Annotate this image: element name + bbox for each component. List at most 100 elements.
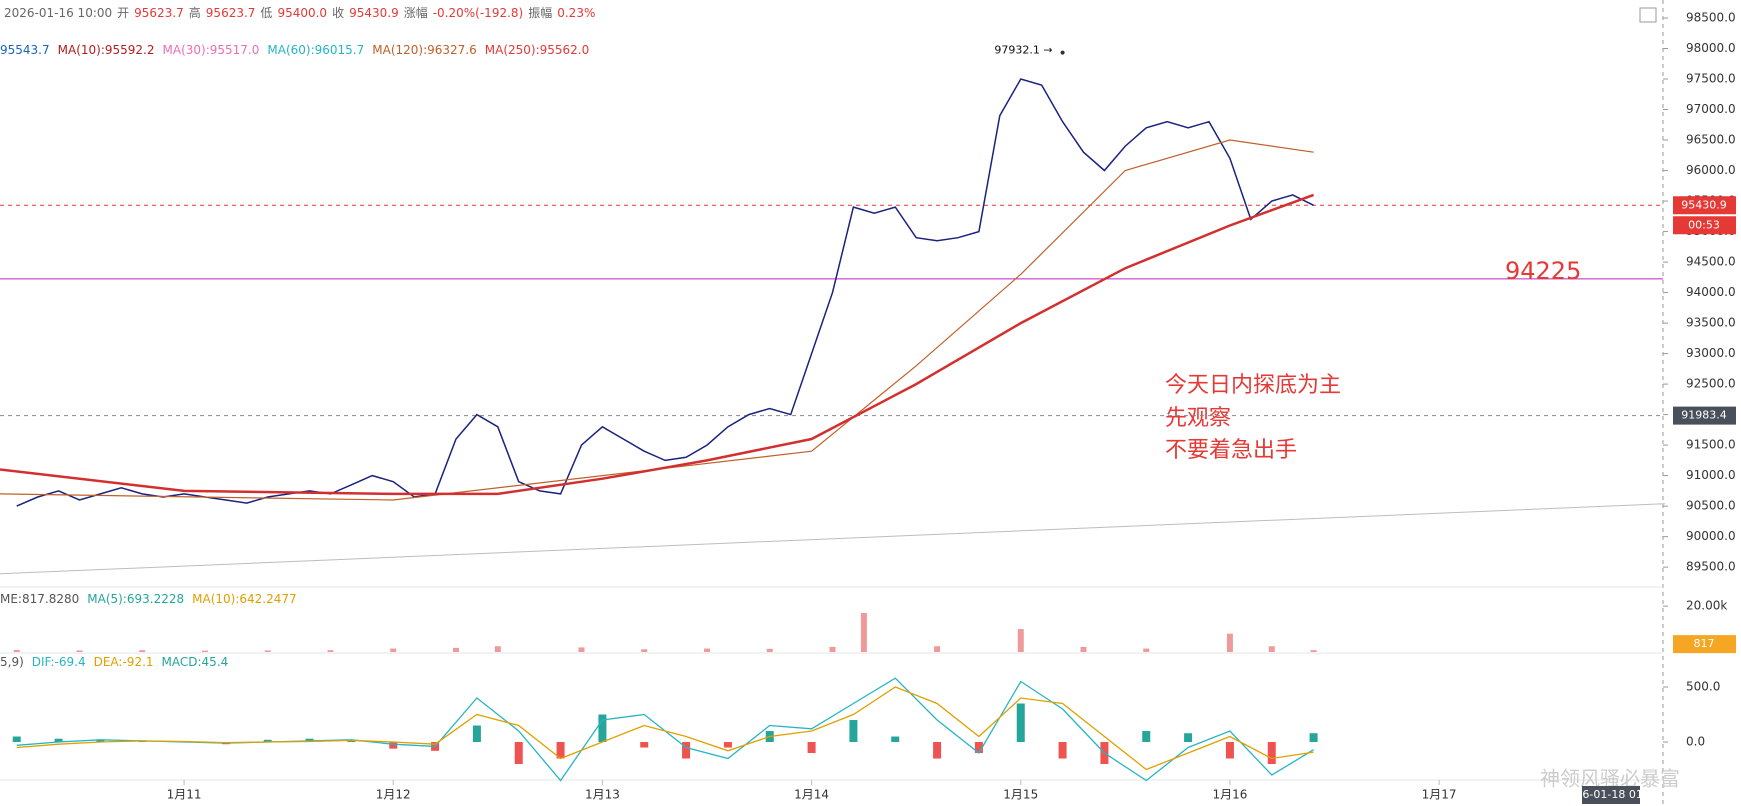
macd-bar xyxy=(389,742,398,749)
max-label: 97932.1 → xyxy=(994,44,1052,57)
y-tick-label: 91500.0 xyxy=(1686,438,1736,452)
macd-bar xyxy=(1267,742,1276,765)
ma-legend-item: MA(250):95562.0 xyxy=(485,43,590,57)
volume-bar xyxy=(494,646,501,652)
header-item: 95430.9 xyxy=(349,6,399,20)
macd-bar xyxy=(96,739,105,743)
pane-legend-item: DIF:-69.4 xyxy=(32,655,86,669)
macd-bar xyxy=(1058,742,1067,759)
volume-bar xyxy=(76,650,83,652)
ma-legend-item: 95543.7 xyxy=(0,43,50,57)
volume-bar xyxy=(13,649,20,652)
macd-bar xyxy=(1142,731,1151,743)
y-tick-label: 92500.0 xyxy=(1686,377,1736,391)
y-tick-label: 97000.0 xyxy=(1686,102,1736,116)
time-tag-bg xyxy=(1673,216,1736,235)
y-tick-label: 94000.0 xyxy=(1686,285,1736,299)
ma-legend-item: MA(60):96015.7 xyxy=(267,43,364,57)
header-item: 振幅 xyxy=(528,5,552,20)
header-item: 95400.0 xyxy=(277,6,327,20)
pane-legend-item: MA(10):642.2477 xyxy=(192,592,297,606)
macd-bar xyxy=(1225,742,1234,759)
y-tick-label: 500.0 xyxy=(1686,680,1720,694)
annotation: 先观察 xyxy=(1165,406,1231,431)
macd-bar xyxy=(723,742,732,748)
header-item: 95623.7 xyxy=(134,6,184,20)
y-tick-label: 20.00k xyxy=(1686,599,1727,613)
macd-bar xyxy=(12,736,21,743)
volume-bar xyxy=(1080,646,1087,652)
price-line xyxy=(16,78,1314,507)
fullscreen-icon[interactable] xyxy=(1639,7,1657,23)
pane-legend-item: DEA:-92.1 xyxy=(94,655,154,669)
annotation: 不要着急出手 xyxy=(1165,438,1297,463)
timestamp-box xyxy=(1582,786,1640,804)
y-tick-label: 98500.0 xyxy=(1686,10,1736,24)
volume-bar xyxy=(1268,646,1275,652)
header-item: -0.20%(-192.8) xyxy=(433,6,524,20)
macd-bar xyxy=(556,742,565,759)
header-item: 0.23% xyxy=(557,6,595,20)
volume-bar xyxy=(139,650,146,652)
volume-bar xyxy=(578,647,585,652)
macd-bar xyxy=(974,742,983,754)
header-item: 95623.7 xyxy=(206,6,256,20)
price-tag xyxy=(1673,635,1736,654)
header-item: 高 xyxy=(189,5,201,20)
header-item: 收 xyxy=(332,6,344,20)
x-tick-label: 1月13 xyxy=(585,788,620,802)
price-tag xyxy=(1673,406,1736,425)
y-tick-label: 93500.0 xyxy=(1686,316,1736,330)
pane-legend-item: ME:817.8280 xyxy=(0,592,79,606)
price-tag xyxy=(1673,196,1736,215)
volume-bar xyxy=(641,649,648,652)
price-line xyxy=(0,193,1315,496)
y-tick-label: 97500.0 xyxy=(1686,72,1736,86)
macd-line xyxy=(16,686,1314,771)
header-item: 低 xyxy=(260,6,272,20)
x-tick-label: 1月16 xyxy=(1212,788,1247,802)
macd-bar xyxy=(682,742,691,759)
volume-bar xyxy=(1226,633,1233,652)
max-point xyxy=(1060,50,1065,55)
header-item: 2026-01-16 10:00 xyxy=(4,6,112,20)
header-item: 开 xyxy=(117,6,129,20)
y-tick-label: 90000.0 xyxy=(1686,529,1736,543)
volume-bar xyxy=(829,646,836,652)
y-tick-label: 89500.0 xyxy=(1686,560,1736,574)
price-tag-label: 817 xyxy=(1694,637,1715,650)
pane-legend-item: 5,9) xyxy=(0,655,24,669)
price-tag-label: 95430.9 xyxy=(1681,198,1727,211)
macd-bar xyxy=(640,742,649,748)
y-tick-label: 96500.0 xyxy=(1686,133,1736,147)
y-tick-label: 94500.0 xyxy=(1686,255,1736,269)
volume-bar xyxy=(1143,648,1150,652)
macd-bar xyxy=(807,742,816,754)
macd-bar xyxy=(891,736,900,743)
volume-bar xyxy=(860,612,867,652)
y-tick-label: 91000.0 xyxy=(1686,468,1736,482)
level-label: 94225 xyxy=(1505,257,1581,285)
volume-bar xyxy=(452,647,459,652)
header: 2026-01-16 10:00 开 95623.7 高 95623.7 低 95400.0… xyxy=(4,5,595,20)
pane-legend: 5,9) DIF:-69.4 DEA:-92.1 MACD:45.4 xyxy=(0,655,228,669)
ma-legend-item: MA(10):95592.2 xyxy=(58,43,155,57)
price-line xyxy=(0,503,1666,575)
volume-bar xyxy=(327,650,334,652)
x-tick-label: 1月15 xyxy=(1003,788,1038,802)
y-tick-label: 93000.0 xyxy=(1686,346,1736,360)
x-tick-label: 1月12 xyxy=(376,788,411,802)
macd-bar xyxy=(472,725,481,743)
ma-legend-item: MA(120):96327.6 xyxy=(372,43,477,57)
price-line xyxy=(0,139,1314,501)
volume-bar xyxy=(934,646,941,652)
macd-bar xyxy=(1309,733,1318,743)
volume-bar xyxy=(1310,650,1317,652)
price-tag-label: 91983.4 xyxy=(1681,409,1727,422)
x-tick-label: 1月14 xyxy=(794,788,829,802)
time-tag: 00:53 xyxy=(1688,218,1720,231)
y-tick-label: 90500.0 xyxy=(1686,499,1736,513)
annotation: 今天日内探底为主 xyxy=(1165,373,1341,398)
header-item: 涨幅 xyxy=(404,5,428,20)
